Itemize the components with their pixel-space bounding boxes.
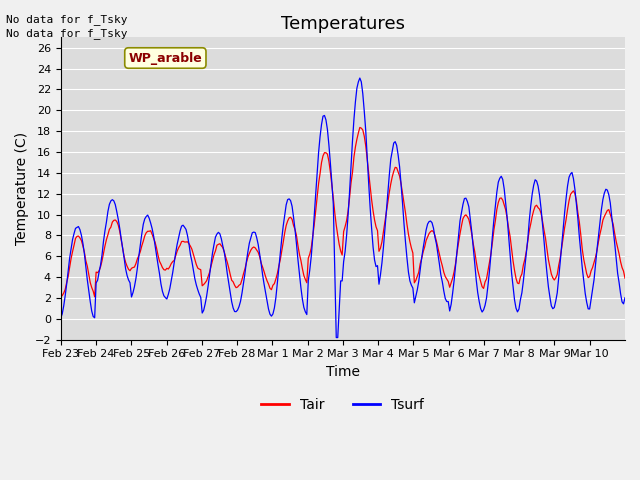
Tair	[461, 213, 468, 219]
Tsurf	[462, 195, 470, 201]
Tair	[76, 235, 84, 241]
Tsurf	[621, 295, 629, 300]
Line: Tair: Tair	[61, 128, 625, 297]
Tsurf	[349, 138, 356, 144]
Y-axis label: Temperature (C): Temperature (C)	[15, 132, 29, 245]
Legend: Tair, Tsurf: Tair, Tsurf	[256, 392, 430, 418]
Tsurf	[57, 315, 65, 321]
X-axis label: Time: Time	[326, 365, 360, 379]
Tair	[57, 294, 65, 300]
Tsurf	[332, 335, 340, 340]
Tair	[621, 276, 629, 281]
Tair	[545, 257, 552, 263]
Text: No data for f_Tsky: No data for f_Tsky	[6, 28, 128, 39]
Tsurf	[76, 227, 84, 232]
Tsurf	[620, 301, 627, 307]
Tsurf	[94, 277, 102, 283]
Text: WP_arable: WP_arable	[129, 51, 202, 64]
Tsurf	[546, 294, 554, 300]
Line: Tsurf: Tsurf	[61, 78, 625, 337]
Text: No data for f_Tsky: No data for f_Tsky	[6, 13, 128, 24]
Tair	[356, 125, 364, 131]
Tair	[618, 264, 626, 270]
Tair	[347, 180, 355, 186]
Tair	[94, 270, 102, 276]
Title: Temperatures: Temperatures	[281, 15, 405, 33]
Tsurf	[356, 75, 364, 81]
